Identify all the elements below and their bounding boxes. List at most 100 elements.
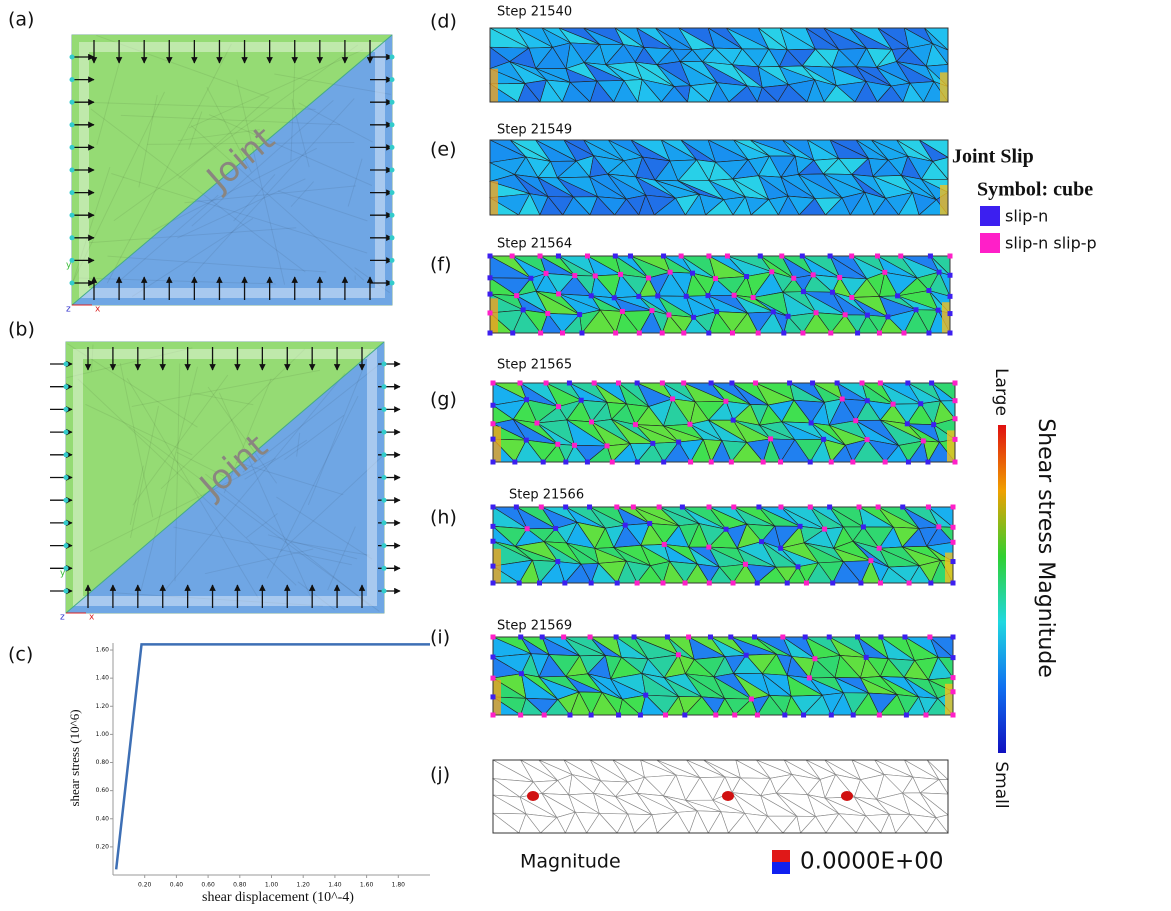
slip-cube: [791, 275, 797, 281]
slip-cube: [947, 330, 953, 336]
mesh-line: [279, 456, 383, 553]
slip-cube: [534, 420, 540, 426]
slip-cube: [806, 675, 812, 681]
slip-cube: [712, 276, 718, 282]
slip-cube: [524, 397, 530, 403]
slip-cube: [828, 712, 834, 718]
slip-cube: [730, 417, 736, 423]
node: [63, 384, 69, 390]
slip-cube: [779, 253, 785, 259]
slip-cube: [592, 273, 598, 279]
mesh-line: [177, 178, 306, 239]
slip-cube: [676, 439, 682, 445]
node: [63, 588, 69, 594]
slip-point: [722, 791, 734, 801]
slip-cube: [688, 459, 694, 465]
slip-cube: [950, 539, 956, 545]
slip-cube: [490, 538, 496, 544]
legend-label: slip-n slip-p: [1005, 234, 1097, 253]
axis-letter: z: [60, 613, 65, 623]
mesh-line: [204, 473, 371, 607]
slip-cube: [613, 634, 619, 640]
node: [389, 235, 395, 241]
node: [389, 167, 395, 173]
slip-cube: [757, 253, 763, 259]
mesh-line: [290, 181, 314, 208]
edge-hot: [490, 181, 498, 215]
slip-cube: [936, 524, 942, 530]
slip-cube: [556, 291, 562, 297]
slip-point: [527, 791, 539, 801]
magnitude-swatch: [772, 862, 790, 874]
mesh-line: [88, 227, 297, 244]
mesh-line: [242, 361, 383, 473]
node: [381, 543, 387, 549]
panel-label: (b): [8, 319, 35, 341]
slip-cube: [732, 712, 738, 718]
slip-cube: [785, 313, 791, 319]
slip-cube: [863, 654, 869, 660]
slip-cube: [800, 289, 806, 295]
mesh-line: [184, 185, 356, 204]
slip-cube: [878, 634, 884, 640]
legend-swatch: [980, 206, 1000, 226]
slip-cube: [950, 655, 956, 661]
mesh-line: [190, 125, 365, 281]
slip-cube: [690, 270, 696, 276]
slip-cube: [490, 523, 496, 529]
slip-cube: [859, 380, 865, 386]
magnitude-label: Magnitude: [520, 851, 621, 873]
slip-cube: [686, 634, 692, 640]
colorbar-min: Small: [991, 761, 1011, 808]
edge-hot: [490, 68, 498, 102]
panel-label: (h): [430, 507, 457, 529]
slip-cube: [667, 269, 673, 275]
slip-cube: [895, 293, 901, 299]
slip-cube: [760, 459, 766, 465]
mesh-line: [72, 166, 111, 282]
slip-cube: [708, 459, 714, 465]
slip-cube: [813, 310, 819, 316]
axis-letter: x: [89, 613, 95, 623]
slip-cube: [902, 634, 908, 640]
slip-cube: [589, 419, 595, 425]
slip-cube: [952, 459, 958, 465]
colorbar-title: Shear stress Magnitude: [1033, 418, 1058, 678]
slip-cube: [947, 293, 953, 299]
edge-hot: [493, 426, 501, 462]
node: [63, 543, 69, 549]
mesh-frame: [492, 506, 954, 584]
slip-cube: [514, 293, 520, 299]
slip-cube: [744, 274, 750, 280]
slip-cube: [900, 504, 906, 510]
slip-cube: [561, 634, 567, 640]
mesh-line: [297, 581, 336, 611]
magnitude-value: 0.0000E+00: [800, 849, 944, 875]
slip-cube: [864, 312, 870, 318]
slip-cube: [655, 293, 661, 299]
slip-cube: [769, 269, 775, 275]
edge-hot: [940, 72, 948, 102]
slip-cube: [490, 675, 496, 681]
slip-cube: [952, 380, 958, 386]
slip-cube: [807, 459, 813, 465]
slip-cube: [810, 380, 816, 386]
slip-cube: [588, 293, 594, 299]
node: [69, 167, 75, 173]
mesh-line: [129, 465, 144, 526]
panel-label: (i): [430, 627, 450, 649]
mesh-line: [140, 366, 198, 593]
mesh-line: [176, 451, 225, 477]
slip-cube: [691, 314, 697, 320]
slip-cube: [520, 307, 526, 313]
slip-cube: [632, 422, 638, 428]
node: [381, 588, 387, 594]
node: [389, 280, 395, 286]
mesh-line: [132, 374, 229, 506]
node: [389, 122, 395, 128]
mesh-line: [174, 363, 181, 582]
slip-cube: [918, 401, 924, 407]
slip-cube: [490, 654, 496, 660]
slip-cube: [876, 545, 882, 551]
mesh-frame: [489, 139, 949, 216]
